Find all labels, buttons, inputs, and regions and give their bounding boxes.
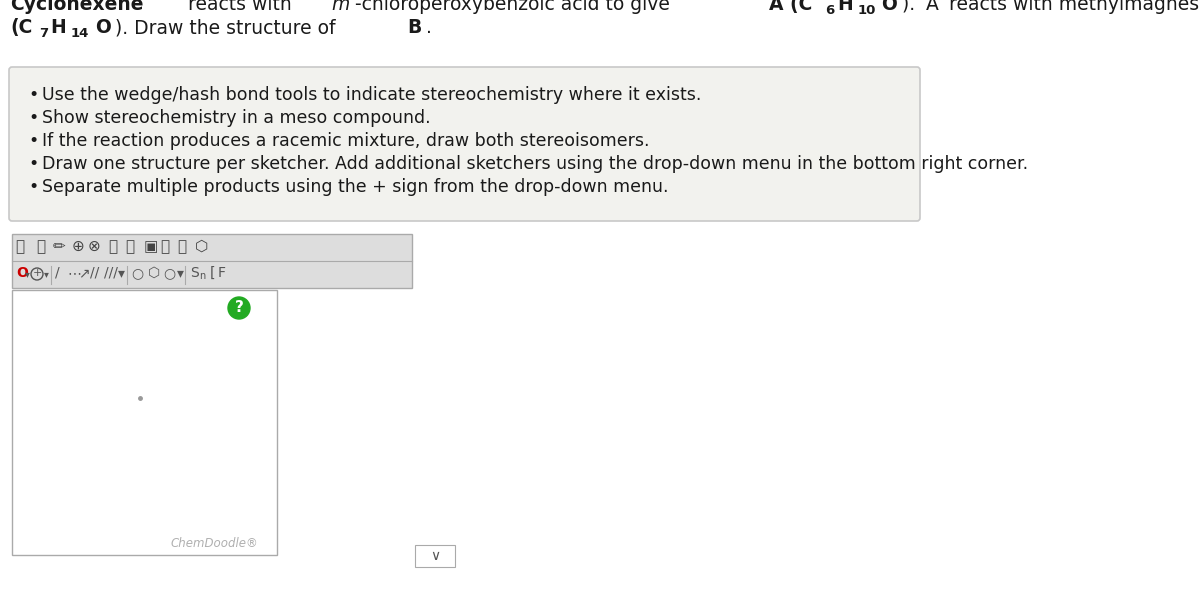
Text: ▾: ▾ <box>25 269 30 279</box>
Text: ⤿: ⤿ <box>108 239 118 254</box>
Text: ?: ? <box>234 301 244 315</box>
Text: ⤾: ⤾ <box>36 239 46 254</box>
Text: /: / <box>55 266 60 280</box>
Text: ○: ○ <box>131 266 143 280</box>
Text: •: • <box>28 155 38 173</box>
Text: ✋: ✋ <box>14 239 24 254</box>
Text: Draw one structure per sketcher. Add additional sketchers using the drop-down me: Draw one structure per sketcher. Add add… <box>42 155 1028 173</box>
Text: reacts with methylmagnesium iodide in anhydrous ether to give: reacts with methylmagnesium iodide in an… <box>943 0 1200 14</box>
Text: ⬡: ⬡ <box>194 239 209 254</box>
Text: H: H <box>838 0 853 14</box>
Text: .: . <box>426 18 432 37</box>
Text: ▾: ▾ <box>178 266 184 280</box>
Text: B: B <box>408 18 421 37</box>
Text: m: m <box>331 0 350 14</box>
Circle shape <box>228 297 250 319</box>
Text: ///: /// <box>104 266 118 280</box>
Text: reacts with: reacts with <box>182 0 298 14</box>
Text: O: O <box>881 0 898 14</box>
Text: n: n <box>199 271 205 281</box>
Text: O: O <box>95 18 110 37</box>
Text: Cyclohexene: Cyclohexene <box>10 0 144 14</box>
FancyBboxPatch shape <box>10 67 920 221</box>
Text: F: F <box>218 266 226 280</box>
Text: •: • <box>28 86 38 104</box>
Text: (C: (C <box>10 18 32 37</box>
Text: 6: 6 <box>826 4 834 17</box>
Text: •: • <box>28 109 38 127</box>
Text: Separate multiple products using the + sign from the drop-down menu.: Separate multiple products using the + s… <box>42 178 668 196</box>
Text: +: + <box>32 268 42 278</box>
Text: Use the wedge/hash bond tools to indicate stereochemistry where it exists.: Use the wedge/hash bond tools to indicat… <box>42 86 701 104</box>
Text: ▣: ▣ <box>144 239 158 254</box>
Text: H: H <box>50 18 66 37</box>
Text: •: • <box>28 178 38 196</box>
Text: ⊗: ⊗ <box>88 239 101 254</box>
Text: ▾: ▾ <box>118 266 125 280</box>
Text: ✏: ✏ <box>53 239 66 254</box>
Text: •: • <box>28 132 38 150</box>
Text: 14: 14 <box>71 27 89 40</box>
Text: ChemDoodle®: ChemDoodle® <box>170 537 258 550</box>
Text: ⤾: ⤾ <box>125 239 134 254</box>
Text: ⬡: ⬡ <box>148 266 160 280</box>
Text: If the reaction produces a racemic mixture, draw both stereoisomers.: If the reaction produces a racemic mixtu… <box>42 132 649 150</box>
Text: ). Draw the structure of: ). Draw the structure of <box>115 18 342 37</box>
Text: ).: ). <box>901 0 920 14</box>
Text: [: [ <box>210 266 216 280</box>
Text: ⋯: ⋯ <box>67 266 80 280</box>
Text: ○: ○ <box>163 266 175 280</box>
Text: -chloroperoxybenzoic acid to give: -chloroperoxybenzoic acid to give <box>355 0 676 14</box>
Text: ↗: ↗ <box>78 266 90 280</box>
Text: ▾: ▾ <box>44 269 49 279</box>
Text: //: // <box>90 266 100 280</box>
Text: ∨: ∨ <box>430 549 440 563</box>
Text: 10: 10 <box>858 4 876 17</box>
Text: Show stereochemistry in a meso compound.: Show stereochemistry in a meso compound. <box>42 109 431 127</box>
Text: A (C: A (C <box>769 0 812 14</box>
Text: S: S <box>190 266 199 280</box>
FancyBboxPatch shape <box>12 234 412 288</box>
Text: 🔍: 🔍 <box>178 239 186 254</box>
Text: 🔍: 🔍 <box>160 239 169 254</box>
Text: 7: 7 <box>38 27 48 40</box>
Text: O: O <box>16 266 28 280</box>
Bar <box>12 290 277 555</box>
Text: ⊕: ⊕ <box>72 239 85 254</box>
Text: A: A <box>926 0 940 14</box>
FancyBboxPatch shape <box>415 545 455 567</box>
